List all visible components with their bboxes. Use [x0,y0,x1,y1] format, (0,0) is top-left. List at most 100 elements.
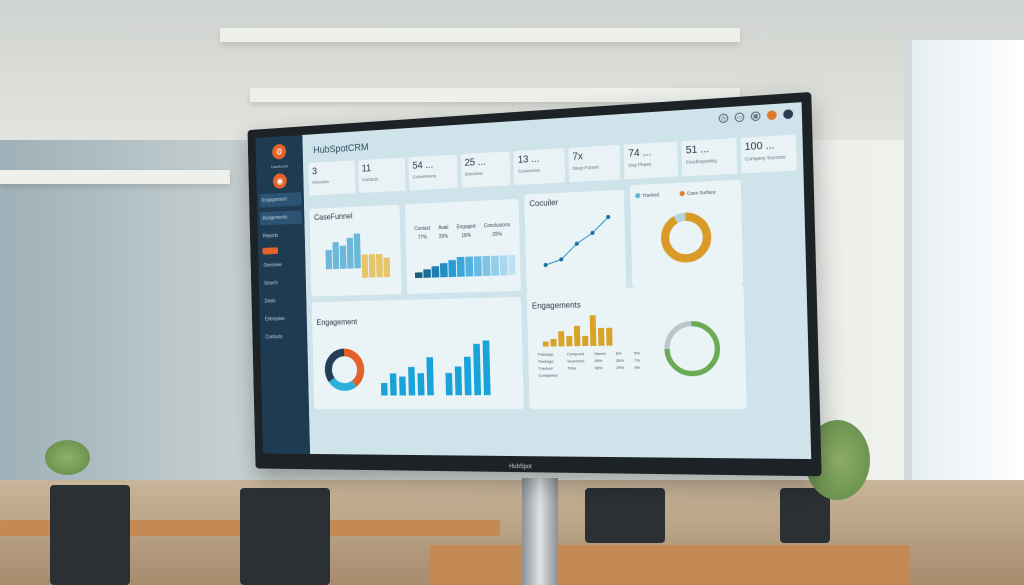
case-funnel-panel: CaseFunnel [309,204,402,297]
rates-list: Contact 77% Avail 29% Engaged 18% Conclusions 2… [410,222,514,241]
rate-item: Engaged 18% [457,224,476,240]
sidebar-item-search[interactable]: Search [264,280,278,287]
calendar-icon[interactable]: ▦ [750,111,761,122]
kpi-card[interactable]: 74 ... Day Phase [623,141,679,180]
engagement-chart [317,323,491,403]
main-content: HubSpotCRM ◷ ▭ ▦ 3 Overview 11 Contacts 54 .… [302,102,811,459]
donut-chart [635,194,738,277]
sidebar-item-reports[interactable]: Reports [262,233,279,240]
engagements-panel: Engagements Package Conquest Saved 8% 5% Pack… [526,284,747,410]
rate-bar [509,254,516,276]
rate-bar [499,255,508,276]
funnel-chart [325,233,391,278]
kpi-card[interactable]: 100 ... Company Success [740,134,797,174]
monitor: ⚙ Dashboard ◉ Engagement Assignments Rep… [247,91,822,477]
desk [430,545,910,585]
kpi-label: Overview [464,170,483,177]
kpi-card[interactable]: 13 ... Conversion [513,148,566,186]
engagement-bar [473,343,482,396]
engagements-donut [644,306,741,390]
engagements-bar [589,315,597,346]
kpi-card[interactable]: 54 ... Conversions [408,154,458,191]
line-point [543,262,548,268]
line-chart [529,214,620,268]
sidebar-item-enterprise[interactable]: Enterprise [264,316,285,323]
avatar[interactable] [783,109,794,120]
sidebar-item-engagement[interactable]: Engagement [259,192,302,208]
funnel-bar [383,257,391,278]
org-name: Dashboard [270,163,289,170]
rate-bar [423,269,431,278]
engagement-bar [399,376,407,396]
rates-panel: Contact 77% Avail 29% Engaged 18% Conclusions 2… [404,198,521,294]
rate-label: Avail [438,224,449,232]
engagement-bar [454,366,463,396]
engagement-bar [408,366,416,396]
user-avatar[interactable]: ◉ [272,173,287,189]
funnel-bar [375,253,383,278]
kpi-card[interactable]: 11 Contacts [357,157,406,194]
kpi-card[interactable]: 7x Deep Funnel [568,144,621,183]
sidebar-item-overview[interactable]: Overview [263,262,282,269]
engagements-bar [550,338,557,347]
table-cell [590,371,612,378]
kpi-value: 51 ... [685,143,710,157]
sidebar-action-button[interactable] [262,247,279,255]
engagements-bar-chart [542,315,613,347]
engagements-bar [597,327,605,346]
window [904,40,1024,520]
ceiling-beam [0,170,230,184]
rate-label: Contact [414,225,431,233]
rate-item: Conclusions 29% [484,222,511,238]
sidebar-item-contacts[interactable]: Contacts [265,334,283,341]
chair [780,488,830,543]
kpi-card[interactable]: 25 ... Overview [460,151,511,188]
engagement-bar [463,356,472,396]
donut-panel: Tracked Case Surface [629,179,744,288]
kpi-label: Day Phase [628,161,652,168]
rate-label: Engaged [456,223,476,231]
rate-bar [482,255,491,277]
kpi-value: 11 [361,163,372,175]
engagement-bar [380,382,388,396]
rates-chart [414,254,516,279]
line-chart-panel: Cocuiler [524,189,627,291]
kpi-label: Conversion [517,167,541,174]
chair [585,488,665,543]
hubspot-logo-icon: ⚙ [272,143,287,160]
table-cell: Completed [538,372,558,378]
avatar[interactable] [766,110,777,121]
engagement-panel: Engagement [311,296,524,410]
funnel-bar [325,250,333,270]
chair [50,485,130,585]
rate-value: 77% [417,234,428,241]
funnel-bar [368,254,376,278]
rate-item: Contact 77% [414,226,430,241]
table-cell [629,371,645,378]
rate-bar [431,266,440,278]
kpi-label: Feed/reporting [685,157,717,165]
rate-bar [448,259,457,278]
rate-bar [456,256,465,277]
chair [240,488,330,585]
funnel-bar [361,254,369,278]
rate-bar [465,256,474,277]
kpi-value: 100 ... [744,139,775,154]
kpi-card[interactable]: 51 ... Feed/reporting [681,137,737,177]
engagements-bar [573,325,581,347]
kpi-value: 25 ... [464,156,486,169]
kpi-card[interactable]: 3 Overview [308,160,356,196]
kpi-value: 3 [311,166,318,178]
engagements-bar [606,327,613,346]
funnel-bar [346,237,354,269]
sidebar-item-assignments[interactable]: Assignments [259,210,302,226]
engagement-bar [426,357,434,396]
sidebar-item-deals[interactable]: Deals [264,298,276,305]
kpi-label: Overview [312,179,329,185]
funnel-bar [353,233,361,269]
rate-bar [414,272,423,279]
monitor-stand [522,478,558,585]
clock-icon[interactable]: ◷ [718,113,729,124]
inbox-icon[interactable]: ▭ [734,112,745,123]
sidebar: ⚙ Dashboard ◉ Engagement Assignments Rep… [255,134,311,454]
